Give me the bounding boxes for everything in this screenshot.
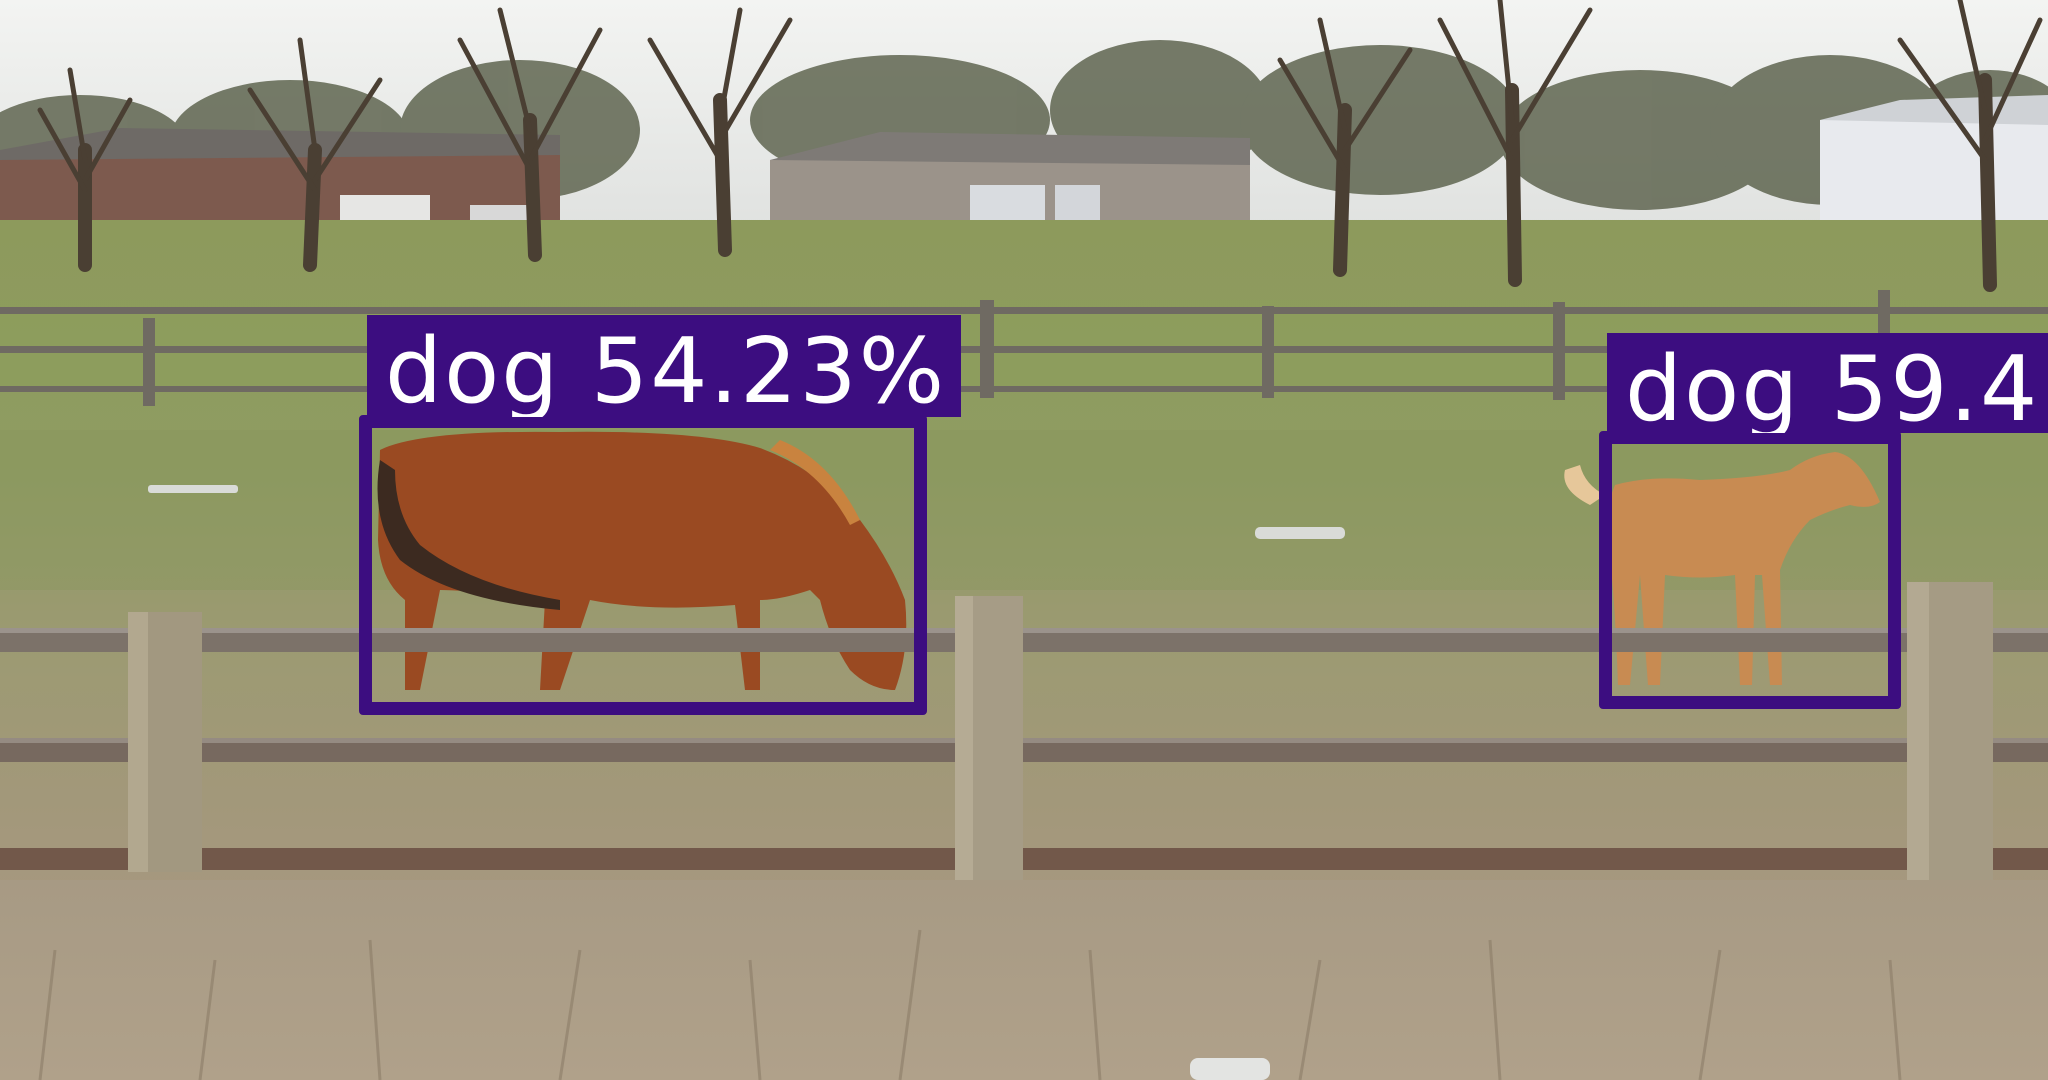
near-fence (0, 582, 2048, 912)
foreground-grass (0, 880, 2048, 1080)
grass-tufts (38, 929, 1902, 1080)
detection-box-dog (359, 415, 927, 715)
detection-label-dog: dog 59.4 (1607, 333, 2048, 433)
horse (377, 431, 907, 690)
far-fence (0, 290, 2048, 406)
foal (1564, 452, 1880, 685)
detection-label-dog: dog 54.23% (367, 315, 961, 417)
detection-box-dog (1599, 431, 1901, 709)
bare-trees (37, 0, 2043, 292)
